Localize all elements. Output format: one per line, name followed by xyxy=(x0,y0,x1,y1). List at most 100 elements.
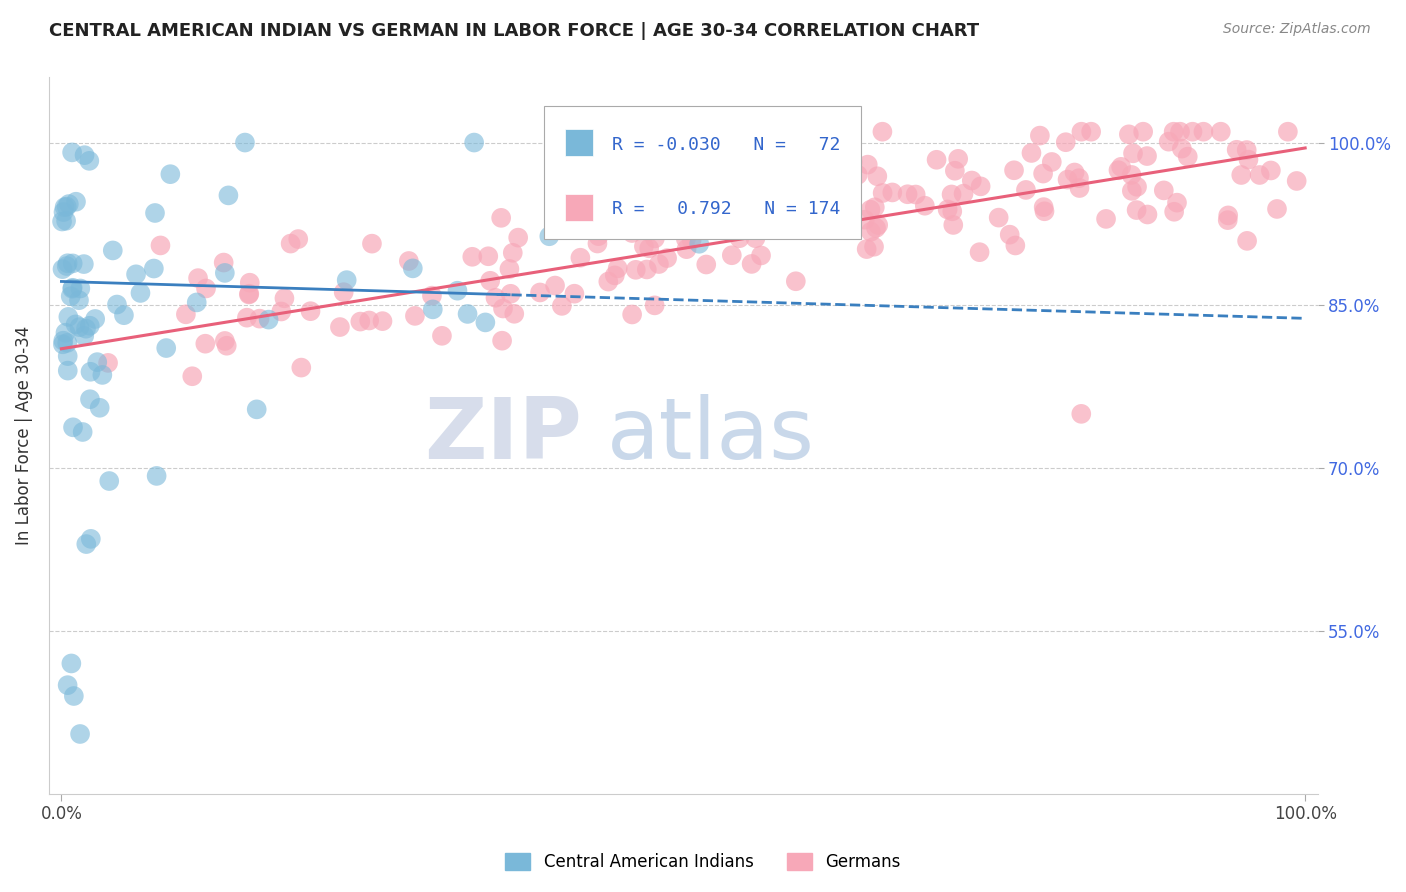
Point xyxy=(55,200,77,214)
Point xyxy=(925,153,948,167)
Point xyxy=(960,173,983,187)
Point xyxy=(236,310,259,325)
Point xyxy=(404,309,426,323)
Point xyxy=(1136,207,1159,221)
Point xyxy=(754,220,776,235)
Point xyxy=(728,231,751,245)
Point xyxy=(290,360,312,375)
Point xyxy=(631,215,654,229)
Point xyxy=(105,297,128,311)
Point xyxy=(238,287,260,301)
Point xyxy=(586,236,609,251)
Point xyxy=(1033,204,1056,219)
FancyBboxPatch shape xyxy=(565,129,593,156)
Point xyxy=(946,152,969,166)
Point xyxy=(371,314,394,328)
Point xyxy=(329,320,352,334)
Point xyxy=(73,328,96,343)
Point xyxy=(60,657,83,671)
Point xyxy=(598,275,620,289)
Point xyxy=(457,307,479,321)
Point xyxy=(987,211,1010,225)
Point xyxy=(194,336,217,351)
Point xyxy=(420,288,443,302)
Point xyxy=(58,310,80,324)
Point xyxy=(529,285,551,300)
Point xyxy=(52,337,75,351)
Point xyxy=(544,221,567,235)
Point xyxy=(1121,168,1143,182)
Point xyxy=(214,266,236,280)
Point xyxy=(644,231,666,245)
Point xyxy=(1002,163,1025,178)
Point xyxy=(149,238,172,252)
FancyBboxPatch shape xyxy=(544,106,860,238)
Point xyxy=(159,167,181,181)
Point xyxy=(63,689,86,703)
Point xyxy=(62,420,84,434)
Text: R =   0.792   N = 174: R = 0.792 N = 174 xyxy=(612,200,841,219)
Point xyxy=(143,206,166,220)
Point xyxy=(941,187,963,202)
Point xyxy=(1132,125,1154,139)
Point xyxy=(1181,125,1204,139)
Point xyxy=(72,425,94,439)
Point xyxy=(75,321,97,335)
Point xyxy=(969,179,991,194)
Point xyxy=(1168,125,1191,139)
Point xyxy=(145,469,167,483)
Point xyxy=(430,328,453,343)
Text: Source: ZipAtlas.com: Source: ZipAtlas.com xyxy=(1223,22,1371,37)
Point xyxy=(856,158,879,172)
Point xyxy=(58,197,80,211)
Point xyxy=(1236,143,1258,157)
Point xyxy=(942,218,965,232)
Point xyxy=(564,286,586,301)
Point xyxy=(474,315,496,329)
Point xyxy=(636,262,658,277)
Point xyxy=(634,206,657,220)
Point xyxy=(65,318,87,332)
Point xyxy=(624,262,647,277)
Point xyxy=(695,258,717,272)
Point xyxy=(1166,195,1188,210)
Point xyxy=(499,286,522,301)
Point xyxy=(1054,135,1077,149)
Point xyxy=(872,125,894,139)
Point xyxy=(638,241,661,255)
Point xyxy=(299,304,322,318)
Point xyxy=(73,148,96,162)
Point xyxy=(941,204,963,219)
Point xyxy=(59,289,82,303)
Point xyxy=(98,474,121,488)
Point xyxy=(52,334,75,348)
Point xyxy=(998,227,1021,242)
Point xyxy=(112,308,135,322)
Point xyxy=(215,339,238,353)
Point xyxy=(588,229,610,244)
Point xyxy=(1157,135,1180,149)
Point xyxy=(67,293,90,308)
Point xyxy=(233,136,256,150)
Point xyxy=(359,313,381,327)
Point xyxy=(1121,184,1143,198)
Point xyxy=(246,402,269,417)
Point xyxy=(644,298,666,312)
Point xyxy=(489,211,512,225)
Point xyxy=(217,188,239,202)
Point xyxy=(1163,125,1185,139)
Point xyxy=(73,257,96,271)
Point xyxy=(349,315,371,329)
Point xyxy=(55,259,77,273)
Point xyxy=(1136,149,1159,163)
Point xyxy=(538,229,561,244)
Point xyxy=(238,286,260,301)
Point xyxy=(79,318,101,333)
Point xyxy=(97,356,120,370)
Point xyxy=(785,274,807,288)
Point xyxy=(782,199,804,213)
Point xyxy=(69,281,91,295)
Point xyxy=(479,274,502,288)
Point xyxy=(195,281,218,295)
Point xyxy=(1069,181,1091,195)
